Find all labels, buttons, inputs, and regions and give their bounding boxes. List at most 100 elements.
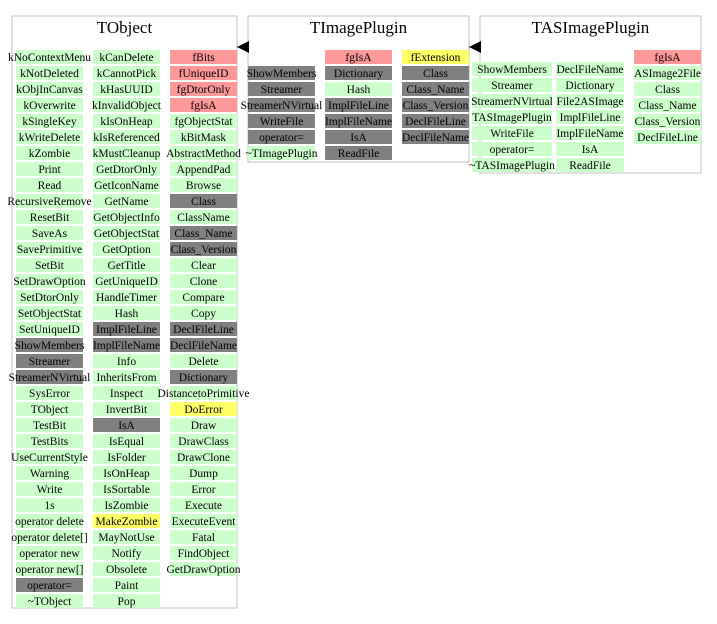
member-item[interactable]: ResetBit [16, 210, 83, 224]
member-item[interactable]: kZombie [16, 146, 83, 160]
member-item[interactable]: Pop [93, 594, 160, 608]
member-item[interactable]: operator delete [15, 514, 84, 528]
member-item[interactable]: DrawClass [170, 434, 237, 448]
member-item[interactable]: Class_Version [634, 114, 701, 128]
member-item[interactable]: DeclFileLine [170, 322, 237, 336]
member-item[interactable]: Print [16, 162, 83, 176]
member-item[interactable]: kIsReferenced [93, 130, 160, 144]
member-item[interactable]: kMustCleanup [93, 146, 161, 160]
member-item[interactable]: kHasUUID [93, 82, 160, 96]
member-item[interactable]: HandleTimer [93, 290, 160, 304]
member-item[interactable]: Class [170, 194, 237, 208]
member-item[interactable]: fUniqueID [170, 66, 237, 80]
member-item[interactable]: InvertBit [93, 402, 160, 416]
member-item[interactable]: GetTitle [93, 258, 160, 272]
member-item[interactable]: ExecuteEvent [170, 514, 237, 528]
member-item[interactable]: operator new [16, 546, 83, 560]
member-item[interactable]: ImplFileLine [556, 110, 624, 124]
member-item[interactable]: ShowMembers [472, 62, 552, 76]
member-item[interactable]: fExtension [402, 50, 469, 64]
member-item[interactable]: kInvalidObject [92, 98, 162, 112]
member-item[interactable]: IsA [325, 130, 392, 144]
member-item[interactable]: Class_Name [170, 226, 237, 240]
member-item[interactable]: Class_Version [402, 98, 469, 112]
member-item[interactable]: IsSortable [93, 482, 160, 496]
member-item[interactable]: DeclFileName [170, 338, 237, 352]
member-item[interactable]: WriteFile [472, 126, 552, 140]
member-item[interactable]: AppendPad [170, 162, 237, 176]
member-item[interactable]: GetIconName [93, 178, 160, 192]
member-item[interactable]: Warning [16, 466, 83, 480]
member-item[interactable]: IsFolder [93, 450, 160, 464]
member-item[interactable]: IsOnHeap [93, 466, 160, 480]
member-item[interactable]: DeclFileLine [634, 130, 701, 144]
member-item[interactable]: operator= [16, 578, 83, 592]
member-item[interactable]: SavePrimitive [16, 242, 83, 256]
member-item[interactable]: IsA [556, 142, 624, 156]
member-item[interactable]: ~TObject [16, 594, 83, 608]
member-item[interactable]: Class [634, 82, 701, 96]
member-item[interactable]: Delete [170, 354, 237, 368]
member-item[interactable]: TASImagePlugin [472, 110, 552, 124]
member-item[interactable]: ImplFileName [325, 114, 392, 128]
member-item[interactable]: Notify [93, 546, 160, 560]
member-item[interactable]: fgIsA [325, 50, 392, 64]
member-item[interactable]: kNotDeleted [16, 66, 83, 80]
member-item[interactable]: kOverwrite [16, 98, 83, 112]
member-item[interactable]: fgIsA [634, 50, 701, 64]
member-item[interactable]: Read [16, 178, 83, 192]
member-item[interactable]: fgObjectStat [170, 114, 237, 128]
member-item[interactable]: IsA [93, 418, 160, 432]
member-item[interactable]: DeclFileName [556, 62, 624, 76]
member-item[interactable]: ASImage2File [634, 66, 701, 80]
member-item[interactable]: Streamer [248, 82, 315, 96]
member-item[interactable]: Obsolete [93, 562, 160, 576]
member-item[interactable]: operator= [248, 130, 315, 144]
member-item[interactable]: SetBit [16, 258, 83, 272]
member-item[interactable]: StreamerNVirtual [9, 370, 91, 384]
member-item[interactable]: operator new[] [15, 562, 84, 576]
member-item[interactable]: kSingleKey [16, 114, 83, 128]
member-item[interactable]: TestBits [16, 434, 83, 448]
member-item[interactable]: IsZombie [93, 498, 160, 512]
member-item[interactable]: fgDtorOnly [170, 82, 237, 96]
member-item[interactable]: ImplFileName [93, 338, 160, 352]
member-item[interactable]: Dump [170, 466, 237, 480]
member-item[interactable]: Clear [170, 258, 237, 272]
member-item[interactable]: Info [93, 354, 160, 368]
member-item[interactable]: Streamer [472, 78, 552, 92]
member-item[interactable]: GetUniqueID [93, 274, 160, 288]
member-item[interactable]: SetObjectStat [16, 306, 83, 320]
member-item[interactable]: Execute [170, 498, 237, 512]
member-item[interactable]: Paint [93, 578, 160, 592]
member-item[interactable]: 1s [16, 498, 83, 512]
member-item[interactable]: fBits [170, 50, 237, 64]
member-item[interactable]: UseCurrentStyle [11, 450, 88, 464]
member-item[interactable]: operator= [472, 142, 552, 156]
member-item[interactable]: Streamer [16, 354, 83, 368]
member-item[interactable]: kObjInCanvas [16, 82, 83, 96]
member-item[interactable]: Write [16, 482, 83, 496]
member-item[interactable]: ClassName [170, 210, 237, 224]
member-item[interactable]: DistancetoPrimitive [158, 386, 250, 400]
member-item[interactable]: Compare [170, 290, 237, 304]
member-item[interactable]: GetOption [93, 242, 160, 256]
member-item[interactable]: Clone [170, 274, 237, 288]
member-item[interactable]: kCannotPick [93, 66, 160, 80]
member-item[interactable]: Fatal [170, 530, 237, 544]
member-item[interactable]: Error [170, 482, 237, 496]
member-item[interactable]: Dictionary [170, 370, 237, 384]
member-item[interactable]: RecursiveRemove [7, 194, 92, 208]
member-item[interactable]: fgIsA [170, 98, 237, 112]
member-item[interactable]: AbstractMethod [166, 146, 241, 160]
member-item[interactable]: kBitMask [170, 130, 237, 144]
member-item[interactable]: GetDrawOption [166, 562, 241, 576]
member-item[interactable]: DeclFileLine [402, 114, 469, 128]
member-item[interactable]: Copy [170, 306, 237, 320]
member-item[interactable]: kIsOnHeap [93, 114, 160, 128]
member-item[interactable]: ImplFileName [556, 126, 624, 140]
member-item[interactable]: StreamerNVirtual [471, 94, 553, 108]
member-item[interactable]: MakeZombie [93, 514, 160, 528]
member-item[interactable]: DrawClone [170, 450, 237, 464]
member-item[interactable]: ~TASImagePlugin [469, 158, 555, 172]
